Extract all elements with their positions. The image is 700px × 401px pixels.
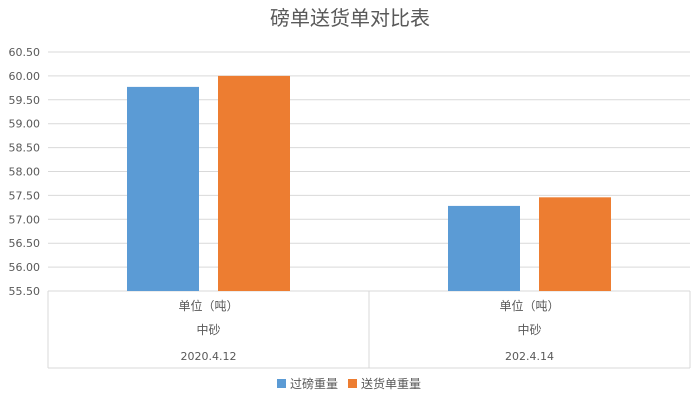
legend: 过磅重量 送货单重量: [277, 376, 421, 391]
y-tick-label: 57.50: [9, 189, 41, 202]
category-material-label: 中砂: [517, 322, 541, 337]
y-tick-label: 59.00: [9, 118, 41, 131]
legend-swatch: [348, 379, 357, 388]
legend-item: 过磅重量: [277, 376, 338, 391]
y-axis-ticks: 55.50 56.00 56.50 57.00 57.50 58.00 58.50 59.00…: [9, 46, 41, 298]
category-date-label: 202.4.14: [505, 350, 554, 363]
y-tick-label: 58.00: [9, 166, 41, 179]
category-material-label: 中砂: [196, 322, 220, 337]
bar-delivery-2: [539, 197, 611, 291]
y-tick-label: 55.50: [9, 285, 41, 298]
legend-swatch: [277, 379, 286, 388]
category-unit-label: 单位（吨）: [178, 298, 238, 313]
category-date-label: 2020.4.12: [181, 350, 237, 363]
y-tick-label: 56.50: [9, 237, 41, 250]
legend-label: 过磅重量: [290, 376, 338, 391]
chart-title: 磅单送货单对比表: [270, 6, 430, 30]
y-tick-label: 60.00: [9, 70, 41, 83]
bar-weighbridge-1: [127, 86, 199, 291]
category-unit-label: 单位（吨）: [499, 298, 559, 313]
y-tick-label: 60.50: [9, 46, 41, 59]
y-tick-label: 58.50: [9, 142, 41, 155]
bar-weighbridge-2: [448, 205, 520, 291]
y-tick-label: 56.00: [9, 261, 41, 274]
legend-item: 送货单重量: [348, 376, 421, 391]
legend-label: 送货单重量: [361, 376, 421, 391]
bar-delivery-1: [218, 75, 290, 292]
y-tick-label: 57.00: [9, 213, 41, 226]
bars: [127, 75, 611, 292]
category-axis: 单位（吨） 中砂 2020.4.12 单位（吨） 中砂 202.4.14: [47, 291, 691, 369]
y-tick-label: 59.50: [9, 94, 41, 107]
